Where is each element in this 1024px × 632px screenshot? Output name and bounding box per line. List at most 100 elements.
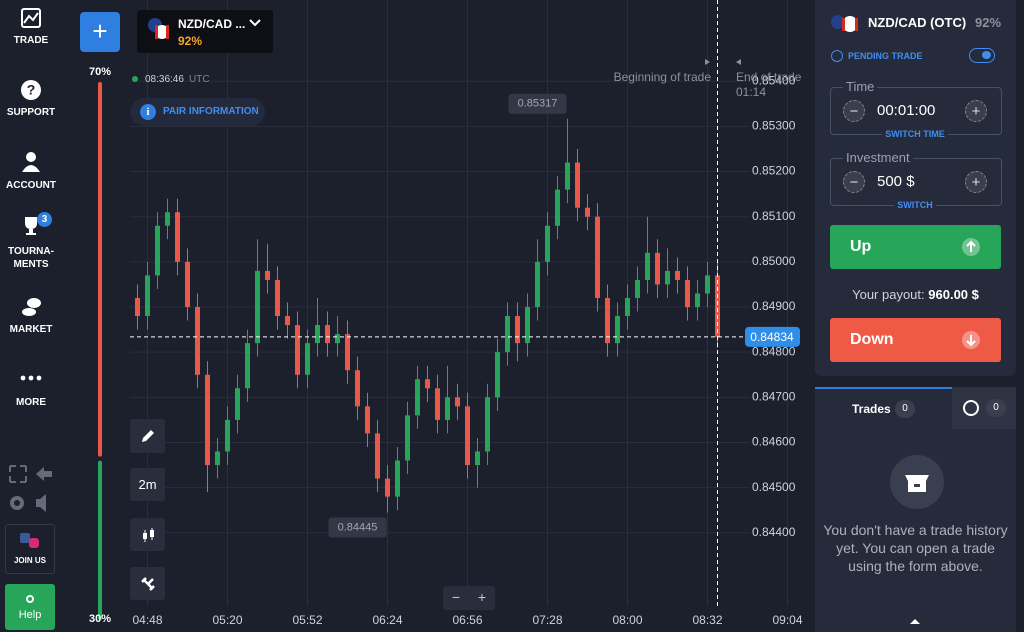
candle-body [655,252,660,285]
trade-end-label: End of trade [736,70,802,84]
more-icon [20,375,42,381]
pair-info-label: PAIR INFORMATION [163,106,259,117]
max-label: 0.85317 [518,98,558,110]
investment-value[interactable]: 500 $ [877,173,915,190]
candle-body [425,379,430,389]
asset-name: NZD/CAD ... [178,17,246,31]
min-label-box [328,517,387,538]
help-button[interactable]: Help [5,584,55,630]
candle-body [135,297,140,317]
investment-plus[interactable]: + [965,171,987,193]
zoom-in[interactable]: + [477,589,487,605]
y-tick-label: 0.84900 [752,299,796,313]
candle-body [195,307,200,375]
candle-body [365,406,370,434]
investment-box: Investment − 500 $ + [830,150,1002,206]
candle-body [585,207,590,217]
candle-body [295,325,300,375]
current-price-label: 0.84834 [750,330,794,344]
x-tick-label: 06:56 [452,613,482,627]
payout-line: Your payout: 960.00 $ [815,287,1016,302]
nav-market[interactable]: MARKET [9,324,53,335]
current-price-tag [745,326,800,347]
add-button[interactable]: + [80,12,120,52]
empty-icon [890,455,944,509]
pending-label: PENDING TRADE [848,51,923,61]
down-button[interactable]: Down [830,318,1001,362]
trade-start-label: Beginning of trade [614,70,712,84]
join-box[interactable]: JOIN US [5,524,55,574]
candle-body [315,325,320,344]
nav-support[interactable]: SUPPORT [6,107,56,118]
nav-more[interactable]: MORE [16,397,46,408]
collapse-arrow[interactable] [910,618,920,624]
pending-icon [831,50,843,62]
trades-count: 0 [895,400,915,418]
panel-asset: NZD/CAD (OTC) [868,15,967,30]
candle-body [415,379,420,416]
timeframe-button[interactable]: 2m [130,468,165,501]
candle-body [275,279,280,317]
live-dot [132,76,138,82]
y-tick-label: 0.84500 [752,480,796,494]
pending-tab[interactable]: 0 [952,387,1016,429]
down-label: Down [850,331,894,348]
candle-body [235,388,240,420]
candle-body [435,388,440,420]
zoom-out[interactable]: − [451,589,461,605]
candle-body [265,270,270,280]
candle-body [625,297,630,317]
switch-time[interactable]: SWITCH TIME [830,129,1000,139]
start-marker [705,59,710,65]
candle-body [695,293,700,308]
asset-payout: 92% [178,34,203,48]
y-tick-label: 0.85200 [752,164,796,178]
end-marker [736,59,741,65]
candle-body [545,225,550,262]
x-tick-label: 06:24 [372,613,402,627]
time-minus[interactable]: − [843,100,865,122]
candle-body [285,316,290,326]
switch[interactable]: SWITCH [830,200,1000,210]
switch-label: SWITCH [894,200,936,210]
candle-body [325,325,330,344]
help-dot [26,595,34,603]
market-icon [22,298,41,316]
y-tick-label: 0.84700 [752,389,796,403]
indicators[interactable] [130,567,165,600]
payout-value: 960.00 $ [928,287,979,302]
nav-trade[interactable]: TRADE [13,35,49,46]
candle-body [375,433,380,479]
trades-tab-label: Trades [852,402,891,416]
candle-body [495,352,500,398]
x-tick-label: 08:00 [612,613,642,627]
down-arrow [962,331,980,349]
nav-tournaments[interactable]: TOURNA-MENTS [8,246,54,270]
pair-info[interactable]: i PAIR INFORMATION [130,98,265,126]
time-box: Time − 00:01:00 + [830,79,1002,135]
candle-body [335,334,340,344]
asset-select[interactable]: NZD/CAD ... 92% [137,10,273,53]
trades-tab[interactable]: Trades 0 [815,387,952,429]
trade-icon [21,8,41,28]
pending-toggle[interactable] [969,48,995,63]
time-plus[interactable]: + [965,100,987,122]
up-button[interactable]: Up [830,225,1001,269]
up-arrow [962,238,980,256]
candle-body [535,261,540,308]
candle-body [605,297,610,344]
candle-body [395,460,400,497]
timezone: UTC [189,74,210,85]
clock: 08:36:46 [145,74,184,85]
candle-body [595,216,600,298]
candle-body [505,316,510,353]
chart-type[interactable] [130,518,165,551]
utility-icons[interactable] [6,462,56,512]
time-value[interactable]: 00:01:00 [877,102,936,119]
draw-tool[interactable] [130,419,165,453]
nav-account[interactable]: ACCOUNT [6,180,56,191]
candle-body [215,451,220,466]
investment-minus[interactable]: − [843,171,865,193]
svg-text:?: ? [27,82,36,98]
